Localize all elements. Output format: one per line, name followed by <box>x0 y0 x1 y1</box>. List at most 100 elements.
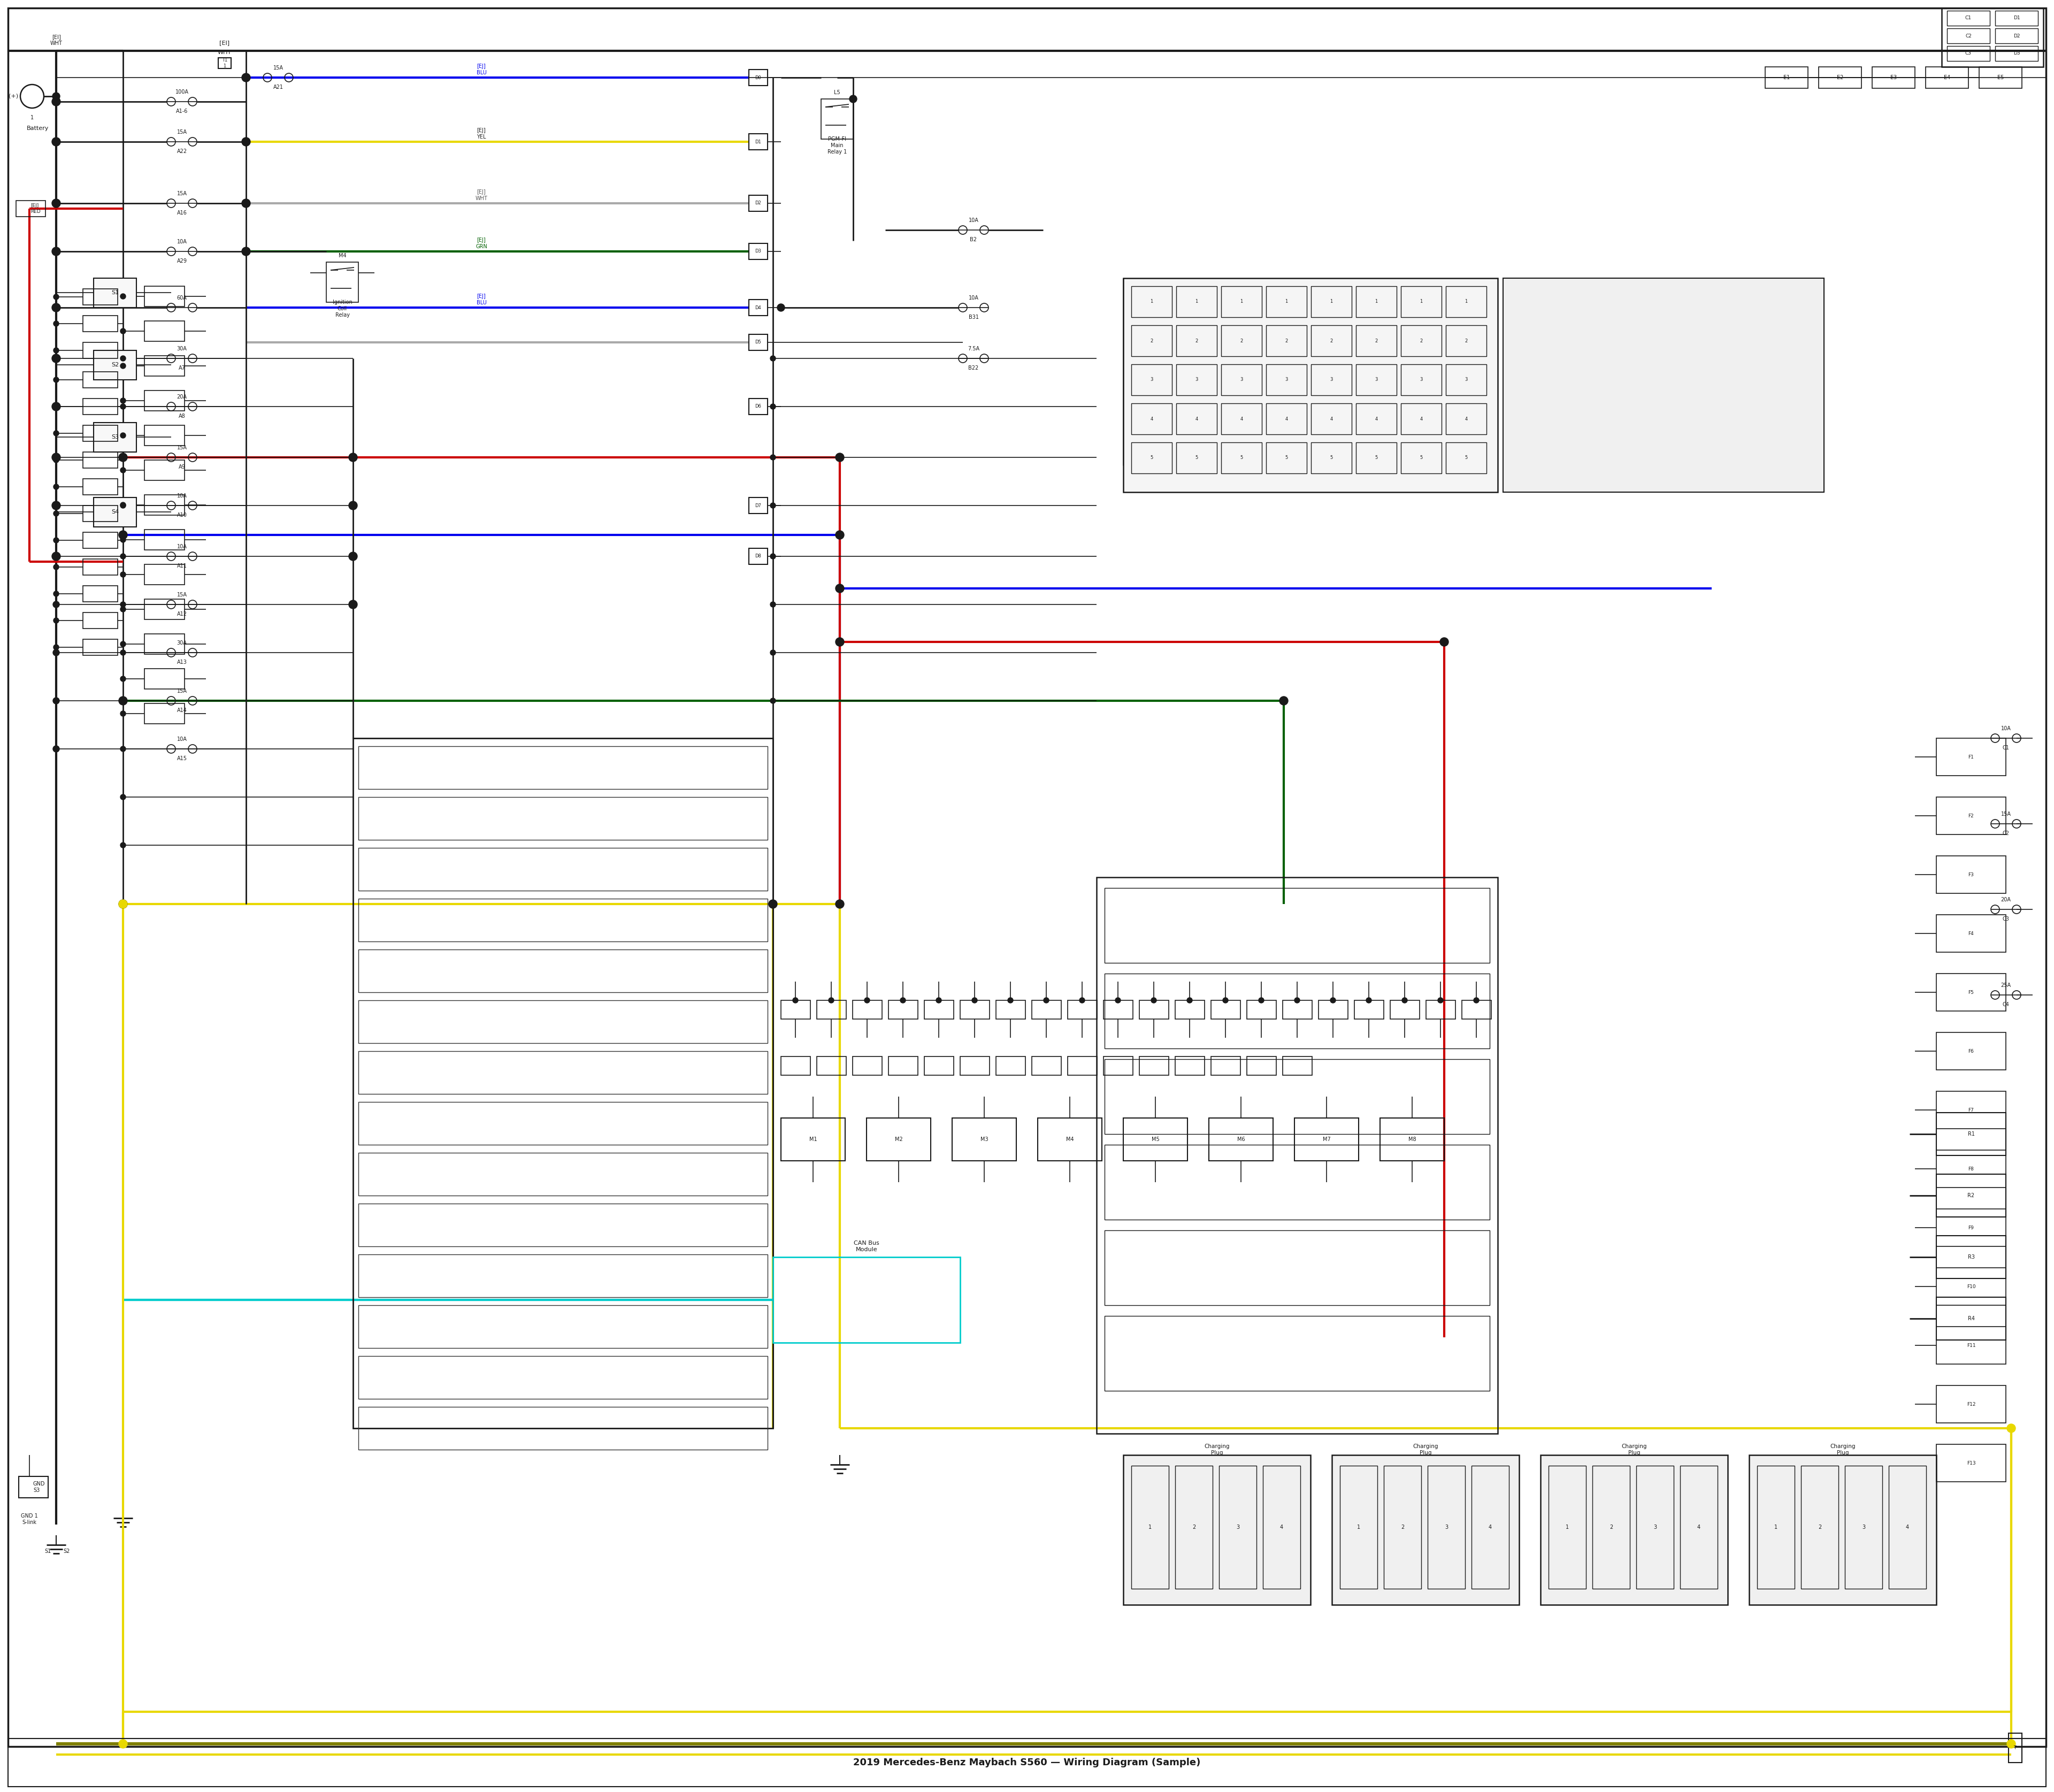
Bar <box>1212 1000 1241 1020</box>
Circle shape <box>121 642 125 647</box>
Bar <box>924 1000 953 1020</box>
Circle shape <box>349 552 357 561</box>
Bar <box>357 1152 768 1195</box>
Circle shape <box>242 73 251 82</box>
Bar <box>1937 1267 2007 1305</box>
Text: 4: 4 <box>1286 416 1288 421</box>
Text: Battery: Battery <box>27 125 49 131</box>
Circle shape <box>121 398 125 403</box>
Text: 4: 4 <box>1419 416 1423 421</box>
Text: A14: A14 <box>177 708 187 713</box>
Bar <box>817 1057 846 1075</box>
Text: [EJ]
WHT: [EJ] WHT <box>474 190 487 201</box>
Text: 7.5A: 7.5A <box>967 346 980 351</box>
Bar <box>1310 324 1352 357</box>
Bar <box>82 315 117 332</box>
Text: D1: D1 <box>754 140 762 143</box>
Bar <box>144 321 185 340</box>
Bar <box>327 262 357 303</box>
Bar <box>1265 364 1306 396</box>
Text: 1: 1 <box>1358 1525 1360 1530</box>
Circle shape <box>53 294 60 299</box>
Circle shape <box>53 745 60 753</box>
Circle shape <box>770 357 776 360</box>
Bar <box>82 425 117 441</box>
Bar <box>1356 324 1397 357</box>
Bar <box>144 564 185 584</box>
Bar <box>1937 1385 2007 1423</box>
Bar <box>781 1000 811 1020</box>
Bar <box>1132 403 1173 434</box>
Bar <box>82 478 117 495</box>
Text: (+): (+) <box>8 93 18 99</box>
Bar <box>1068 1000 1097 1020</box>
Circle shape <box>121 364 125 369</box>
Text: A11: A11 <box>177 563 187 568</box>
Circle shape <box>121 538 125 543</box>
Bar <box>1177 287 1216 317</box>
Bar <box>1105 889 1489 962</box>
Bar <box>1356 364 1397 396</box>
Text: 2019 Mercedes-Benz Maybach S560 — Wiring Diagram (Sample): 2019 Mercedes-Benz Maybach S560 — Wiring… <box>852 1758 1202 1767</box>
Text: PGM-FI
Main
Relay 1: PGM-FI Main Relay 1 <box>828 136 846 154</box>
Bar <box>82 532 117 548</box>
Text: [EI]: [EI] <box>220 39 230 45</box>
Bar <box>1140 1057 1169 1075</box>
Bar <box>1319 1000 1347 1020</box>
Text: 2: 2 <box>1241 339 1243 342</box>
Circle shape <box>776 305 785 312</box>
Text: F10: F10 <box>1966 1285 1976 1288</box>
Text: S1: S1 <box>45 1548 51 1554</box>
Bar <box>996 1000 1025 1020</box>
Circle shape <box>972 998 978 1004</box>
Circle shape <box>53 305 60 312</box>
Text: D3: D3 <box>754 249 762 254</box>
Circle shape <box>51 502 60 509</box>
Bar <box>1937 914 2007 952</box>
Text: D4: D4 <box>754 305 762 310</box>
Text: WHT: WHT <box>218 50 232 56</box>
Bar <box>1177 324 1216 357</box>
Bar <box>144 668 185 688</box>
Bar <box>357 1305 768 1348</box>
Text: 15A: 15A <box>177 129 187 134</box>
Circle shape <box>2007 1425 2015 1432</box>
Bar <box>1446 364 1487 396</box>
Text: 2: 2 <box>1374 339 1378 342</box>
Bar <box>1310 403 1352 434</box>
Text: M5: M5 <box>1152 1136 1158 1142</box>
Bar <box>1947 29 1990 43</box>
Circle shape <box>1080 998 1085 1004</box>
Text: F6: F6 <box>1968 1048 1974 1054</box>
Bar <box>1937 1326 2007 1364</box>
Bar <box>1175 1466 1212 1590</box>
Circle shape <box>53 649 60 656</box>
Bar <box>750 195 768 211</box>
Text: 1: 1 <box>1241 299 1243 305</box>
Bar <box>1310 364 1352 396</box>
Text: 25A: 25A <box>2001 982 2011 987</box>
Text: A21: A21 <box>273 84 283 90</box>
Text: R2: R2 <box>1968 1193 1974 1199</box>
Bar <box>1504 278 1824 493</box>
Text: A7: A7 <box>179 366 185 371</box>
Circle shape <box>53 618 60 624</box>
Text: C3: C3 <box>2003 916 2009 921</box>
Bar <box>94 423 136 452</box>
Text: 2: 2 <box>1465 339 1467 342</box>
Text: C2: C2 <box>1966 34 1972 38</box>
Bar <box>357 1000 768 1043</box>
Bar <box>750 398 768 414</box>
Bar <box>889 1057 918 1075</box>
Circle shape <box>121 554 125 559</box>
Bar <box>1175 1000 1204 1020</box>
Text: T: T <box>2013 1745 2017 1751</box>
Bar <box>1401 324 1442 357</box>
Circle shape <box>121 432 125 437</box>
Bar <box>852 1057 881 1075</box>
Text: 20A: 20A <box>177 394 187 400</box>
Bar <box>1247 1057 1276 1075</box>
Bar <box>852 1000 881 1020</box>
Circle shape <box>53 697 60 704</box>
Text: F7: F7 <box>1968 1107 1974 1113</box>
